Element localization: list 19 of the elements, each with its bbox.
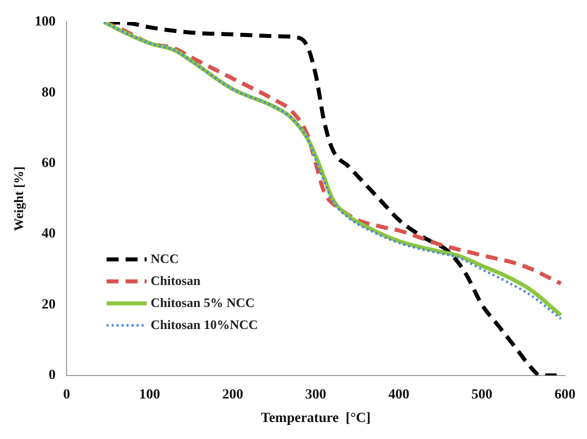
x-tick-label: 500 <box>471 387 492 402</box>
x-tick-label: 300 <box>305 387 326 402</box>
x-tick-label: 0 <box>63 387 70 402</box>
x-tick-label: 100 <box>139 387 160 402</box>
y-axis-title: Weight [%] <box>11 166 26 232</box>
x-tick-label: 600 <box>554 387 576 402</box>
y-tick-label: 60 <box>42 156 56 171</box>
legend-label: Chitosan 5% NCC <box>150 294 255 310</box>
legend-label: NCC <box>150 250 179 266</box>
legend-label: Chitosan 10%NCC <box>150 316 258 332</box>
y-tick-label: 40 <box>42 226 56 242</box>
y-tick-label: 80 <box>42 85 56 100</box>
x-tick-label: 400 <box>388 387 410 402</box>
x-tick-label: 200 <box>222 387 244 402</box>
legend-label: Chitosan <box>150 272 202 288</box>
y-tick-label: 100 <box>34 14 56 30</box>
y-tick-label: 20 <box>42 297 56 312</box>
x-axis-title: Temperature [°C] <box>260 411 371 426</box>
y-tick-label: 0 <box>48 368 56 384</box>
